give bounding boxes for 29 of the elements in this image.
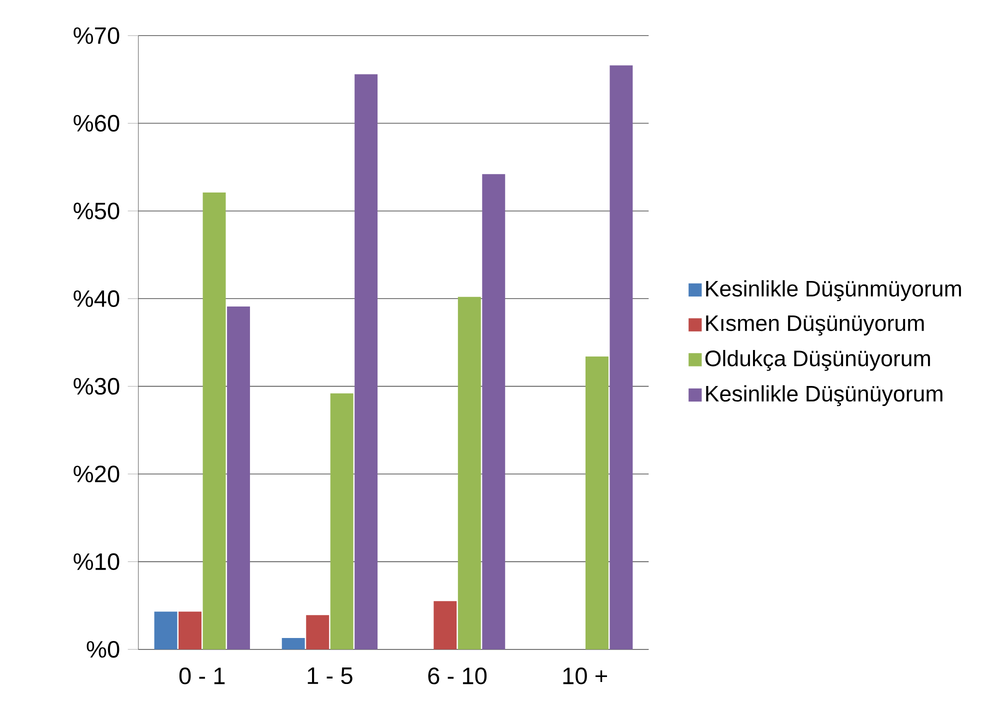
bar [202, 192, 226, 650]
x-tick-label: 1 - 5 [308, 667, 352, 684]
x-tick-label: 0 - 1 [179, 667, 225, 684]
legend-label: Oldukça Düşünüyorum [705, 350, 930, 371]
x-tick-label: 6 - 10 [428, 667, 487, 684]
y-tick-label: %50 [74, 202, 120, 220]
bar [610, 65, 633, 650]
y-tick-label: %20 [74, 465, 120, 482]
y-tick-label: %40 [74, 290, 120, 307]
x-tick-label: 10 + [563, 667, 608, 684]
bar [586, 356, 608, 650]
bar [306, 614, 330, 650]
bar [434, 600, 457, 650]
legend-label: Kesinlikle Düşünmüyorum [706, 280, 961, 301]
bar [458, 296, 481, 650]
y-tick-label: %70 [74, 27, 120, 44]
bar [482, 174, 506, 650]
bar [354, 74, 378, 650]
y-tick-label: %60 [74, 114, 120, 132]
bar [227, 306, 250, 650]
y-tick-label: %10 [74, 553, 120, 570]
y-tick-label: %0 [86, 640, 120, 658]
legend-label: Kısmen Düşünüyorum [706, 315, 924, 336]
bar [154, 611, 178, 650]
y-tick-label: %30 [74, 378, 120, 395]
bar [330, 393, 354, 650]
bar [178, 611, 202, 650]
bar [282, 638, 305, 650]
legend-label: Kesinlikle Düşünüyorum [706, 385, 942, 406]
